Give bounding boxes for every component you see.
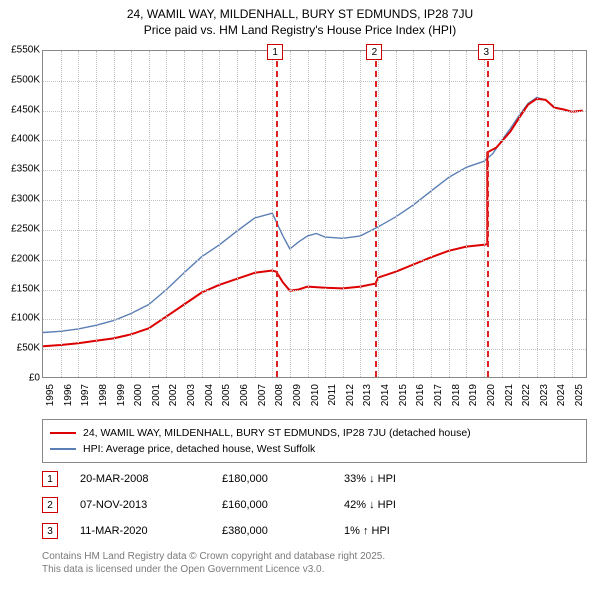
y-axis-label: £250K [2,223,40,234]
x-axis-label: 1999 [116,384,127,406]
event-delta: 42% ↓ HPI [344,499,464,511]
x-axis-label: 2012 [345,384,356,406]
y-axis-label: £150K [2,283,40,294]
y-axis-label: £200K [2,253,40,264]
x-axis-label: 2024 [556,384,567,406]
event-marker-on-chart: 3 [478,44,494,60]
event-date: 20-MAR-2008 [80,473,200,485]
x-axis-label: 2007 [257,384,268,406]
event-price: £160,000 [222,499,322,511]
x-axis-label: 1996 [63,384,74,406]
y-axis-label: £350K [2,164,40,175]
y-axis-label: £550K [2,45,40,56]
x-axis-label: 2022 [521,384,532,406]
x-axis-label: 2025 [574,384,585,406]
y-axis-label: £100K [2,313,40,324]
title-line-2: Price paid vs. HM Land Registry's House … [0,22,600,38]
legend-label: HPI: Average price, detached house, West… [83,443,315,455]
y-axis-label: £500K [2,74,40,85]
attribution-line: Contains HM Land Registry data © Crown c… [42,550,587,563]
event-marker: 2 [42,497,58,513]
event-row: 2 07-NOV-2013 £160,000 42% ↓ HPI [42,492,587,518]
x-axis-label: 2014 [380,384,391,406]
legend-swatch [50,432,76,435]
chart-container: 24, WAMIL WAY, MILDENHALL, BURY ST EDMUN… [0,0,600,590]
x-axis-label: 2010 [310,384,321,406]
x-axis-label: 2011 [327,384,338,406]
legend-label: 24, WAMIL WAY, MILDENHALL, BURY ST EDMUN… [83,427,471,439]
x-axis-label: 2006 [239,384,250,406]
x-axis-label: 2020 [486,384,497,406]
x-axis-label: 2005 [221,384,232,406]
x-axis-label: 2000 [133,384,144,406]
event-row: 3 11-MAR-2020 £380,000 1% ↑ HPI [42,518,587,544]
events-table: 1 20-MAR-2008 £180,000 33% ↓ HPI 2 07-NO… [42,466,587,544]
legend-swatch [50,448,76,451]
x-axis-label: 2013 [362,384,373,406]
event-marker: 3 [42,523,58,539]
event-row: 1 20-MAR-2008 £180,000 33% ↓ HPI [42,466,587,492]
event-price: £380,000 [222,525,322,537]
event-marker-on-chart: 2 [366,44,382,60]
x-axis-label: 2017 [433,384,444,406]
title-line-1: 24, WAMIL WAY, MILDENHALL, BURY ST EDMUN… [0,6,600,22]
x-axis-label: 2016 [415,384,426,406]
chart-plot-area [42,50,587,378]
x-axis-label: 1995 [45,384,56,406]
x-axis-label: 2015 [398,384,409,406]
y-axis-label: £50K [2,343,40,354]
legend-row: 24, WAMIL WAY, MILDENHALL, BURY ST EDMUN… [50,425,579,441]
y-axis-label: £400K [2,134,40,145]
x-axis-label: 2003 [186,384,197,406]
event-date: 11-MAR-2020 [80,525,200,537]
x-axis-label: 2001 [151,384,162,406]
y-axis-label: £450K [2,104,40,115]
event-date: 07-NOV-2013 [80,499,200,511]
y-axis-label: £0 [2,373,40,384]
x-axis-label: 2002 [168,384,179,406]
x-axis-label: 2019 [468,384,479,406]
event-marker: 1 [42,471,58,487]
x-axis-label: 1997 [80,384,91,406]
event-marker-on-chart: 1 [267,44,283,60]
x-axis-label: 2023 [539,384,550,406]
y-axis-label: £300K [2,194,40,205]
chart-svg [43,51,588,379]
attribution-line: This data is licensed under the Open Gov… [42,563,587,576]
x-axis-label: 2008 [274,384,285,406]
event-delta: 33% ↓ HPI [344,473,464,485]
x-axis-label: 1998 [98,384,109,406]
legend: 24, WAMIL WAY, MILDENHALL, BURY ST EDMUN… [42,419,587,463]
x-axis-label: 2004 [204,384,215,406]
legend-row: HPI: Average price, detached house, West… [50,441,579,457]
x-axis-label: 2009 [292,384,303,406]
x-axis-label: 2021 [504,384,515,406]
title-block: 24, WAMIL WAY, MILDENHALL, BURY ST EDMUN… [0,0,600,38]
x-axis-label: 2018 [451,384,462,406]
attribution: Contains HM Land Registry data © Crown c… [42,550,587,576]
event-price: £180,000 [222,473,322,485]
event-delta: 1% ↑ HPI [344,525,464,537]
